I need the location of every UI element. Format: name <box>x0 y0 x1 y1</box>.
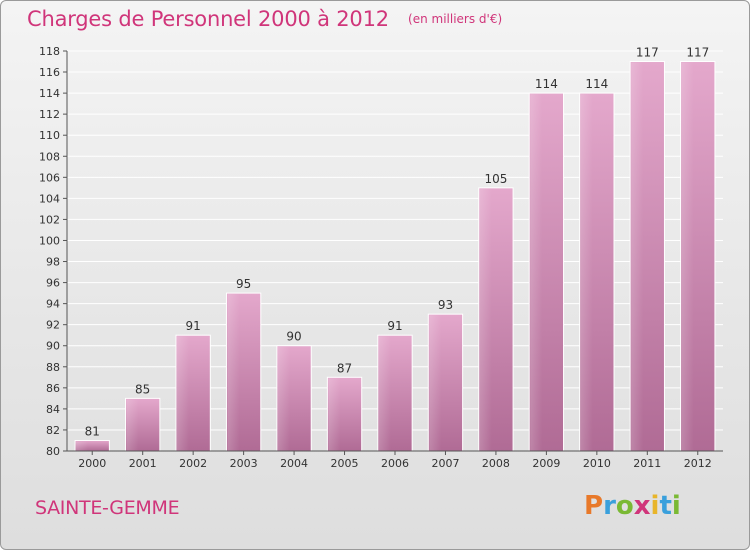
logo-letter: x <box>633 491 651 521</box>
value-label: 117 <box>686 46 709 60</box>
value-label: 90 <box>286 330 301 344</box>
value-label: 114 <box>535 77 558 91</box>
logo-letter: t <box>659 491 672 521</box>
y-tick-label: 88 <box>46 361 60 374</box>
y-tick-label: 90 <box>46 340 60 353</box>
value-label: 81 <box>85 424 100 438</box>
y-tick-label: 118 <box>39 45 60 58</box>
commune-name: SAINTE-GEMME <box>35 497 180 519</box>
y-tick-label: 92 <box>46 319 60 332</box>
y-tick-label: 116 <box>39 66 60 79</box>
bar-highlight <box>479 188 492 451</box>
value-label: 117 <box>636 46 659 60</box>
logo-letter: i <box>650 491 660 521</box>
y-tick-label: 110 <box>39 129 60 142</box>
bar-highlight <box>126 399 139 451</box>
x-tick-label: 2005 <box>331 457 359 470</box>
value-label: 91 <box>186 319 201 333</box>
value-label: 85 <box>135 382 150 396</box>
x-tick-label: 2003 <box>230 457 258 470</box>
x-tick-label: 2010 <box>583 457 611 470</box>
bar-highlight <box>429 315 442 451</box>
y-tick-label: 80 <box>46 445 60 458</box>
y-tick-label: 102 <box>39 213 60 226</box>
bar-highlight <box>530 94 543 452</box>
y-tick-label: 114 <box>39 87 60 100</box>
axes <box>63 50 723 455</box>
labels: 80 82 84 86 88 90 92 94 96 98 100 102 104 106 108 110 11… <box>39 45 712 470</box>
x-tick-label: 2000 <box>78 457 106 470</box>
bar-highlight <box>227 294 240 451</box>
x-tick-label: 2008 <box>482 457 510 470</box>
logo-letter: o <box>615 491 634 521</box>
x-tick-label: 2012 <box>684 457 712 470</box>
bar-highlight <box>328 378 341 451</box>
y-tick-label: 94 <box>46 298 60 311</box>
bar-highlight <box>76 441 89 451</box>
x-tick-label: 2006 <box>381 457 409 470</box>
y-tick-label: 108 <box>39 150 60 163</box>
logo-letter: i <box>671 491 681 521</box>
bar-highlight <box>378 336 391 451</box>
bar-highlight <box>277 346 290 451</box>
y-tick-label: 100 <box>39 234 60 247</box>
value-label: 114 <box>585 77 608 91</box>
value-label: 105 <box>484 172 507 186</box>
y-tick-label: 84 <box>46 403 60 416</box>
x-tick-label: 2004 <box>280 457 308 470</box>
proxiti-logo: Proxiti <box>584 491 681 521</box>
bars <box>74 61 716 452</box>
chart-subtitle: (en milliers d'€) <box>408 12 503 26</box>
x-tick-label: 2002 <box>179 457 207 470</box>
value-label: 93 <box>438 298 453 312</box>
title-row: Charges de Personnel 2000 à 2012 (en mil… <box>27 7 502 31</box>
x-tick-label: 2011 <box>633 457 661 470</box>
x-tick-label: 2001 <box>129 457 157 470</box>
chart-title: Charges de Personnel 2000 à 2012 <box>27 7 389 31</box>
y-tick-label: 86 <box>46 382 60 395</box>
y-tick-label: 82 <box>46 424 60 437</box>
bar-highlight <box>176 336 190 451</box>
value-label: 91 <box>387 319 402 333</box>
value-label: 87 <box>337 361 352 375</box>
y-tick-label: 104 <box>39 192 60 205</box>
x-tick-label: 2007 <box>431 457 459 470</box>
value-label: 95 <box>236 277 251 291</box>
bar-highlight <box>681 62 694 452</box>
x-tick-label: 2009 <box>532 457 560 470</box>
y-tick-label: 98 <box>46 256 60 269</box>
y-tick-label: 106 <box>39 171 60 184</box>
bar-highlight <box>580 94 593 452</box>
bar-highlight <box>631 62 644 452</box>
y-tick-label: 112 <box>39 108 60 121</box>
logo-letter: r <box>603 491 616 521</box>
logo-letter: P <box>584 491 604 521</box>
y-tick-label: 96 <box>46 277 60 290</box>
